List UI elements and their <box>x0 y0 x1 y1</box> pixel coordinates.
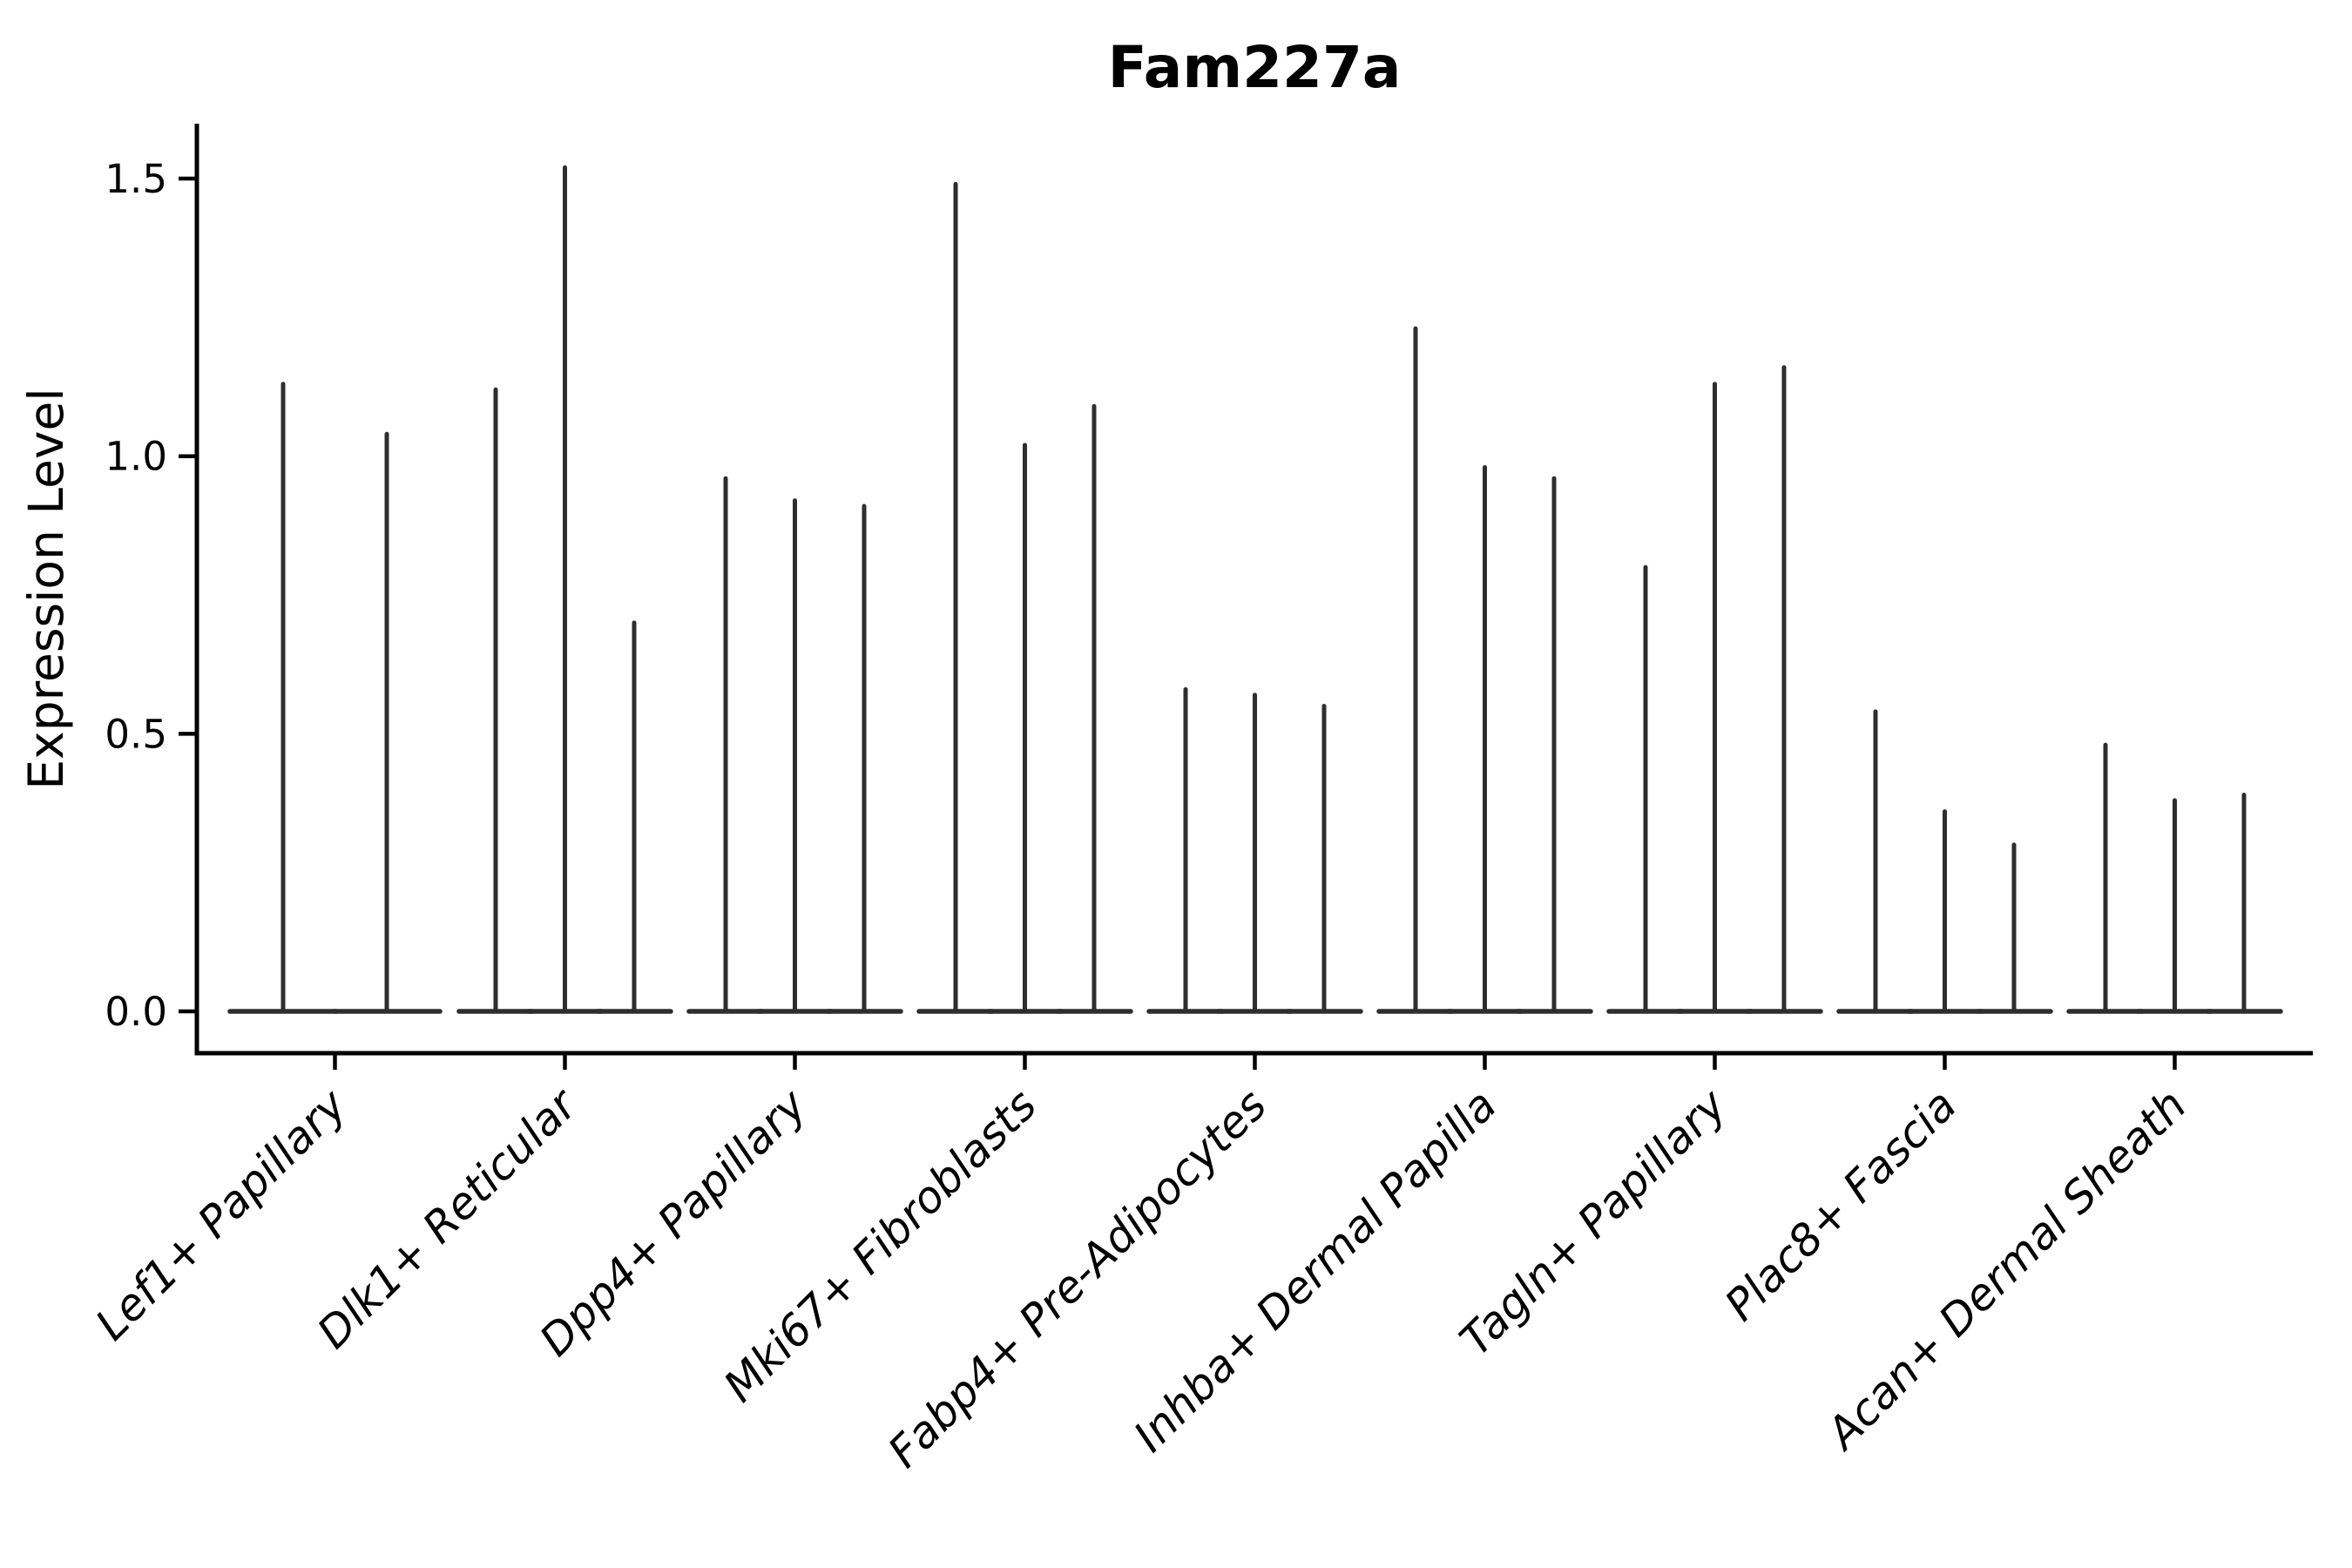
x-tick-label: Lef1+ Papillary <box>86 1078 357 1349</box>
violin-group <box>456 165 673 1014</box>
x-tick-label: Fabp4+ Pre-Adipocytes <box>878 1079 1276 1477</box>
y-tick-label: 1.0 <box>105 434 167 480</box>
y-tick-label: 1.5 <box>105 156 167 202</box>
violin-group <box>1376 326 1593 1014</box>
y-tick-label: 0.0 <box>105 989 167 1035</box>
y-axis-label: Expression Level <box>18 388 74 789</box>
violin-group <box>227 382 443 1014</box>
x-tick-label: Plac8+ Fascia <box>1715 1079 1966 1330</box>
violins <box>227 165 2283 1014</box>
violin-group <box>1836 709 2053 1014</box>
violin-group <box>2066 742 2283 1014</box>
x-tick-label: Inhba+ Dermal Papilla <box>1125 1079 1506 1461</box>
violin-group <box>686 476 903 1014</box>
violin-group <box>916 181 1133 1014</box>
violin-group <box>1146 686 1363 1014</box>
y-tick-label: 0.5 <box>105 711 167 757</box>
violin-group <box>1606 365 1823 1014</box>
chart-title: Fam227a <box>1108 34 1402 101</box>
y-axis-ticks: 0.0 0.5 1.0 1.5 <box>105 156 197 1035</box>
